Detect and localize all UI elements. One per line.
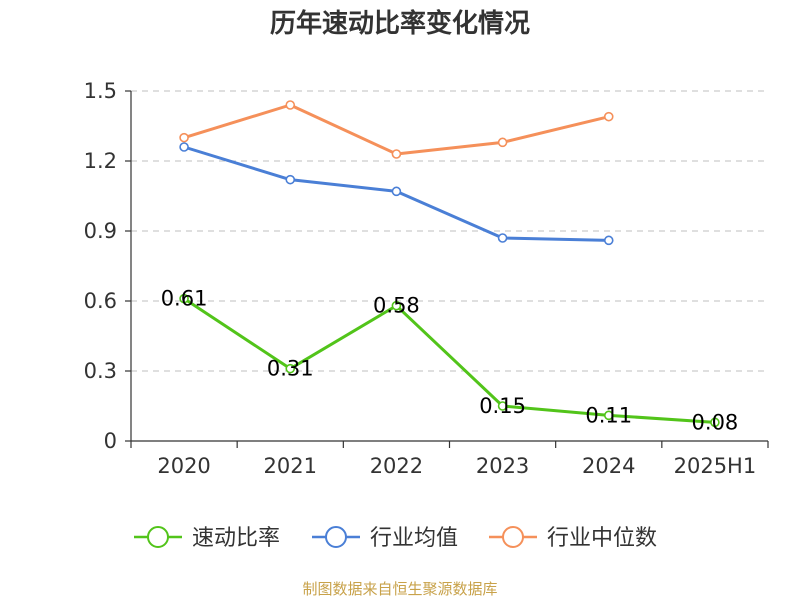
legend: 速动比率 行业均值 行业中位数 xyxy=(134,526,657,551)
data-label-2: 0.58 xyxy=(373,294,420,318)
legend-marker-2 xyxy=(502,526,524,548)
series-line-2 xyxy=(183,103,610,156)
data-label-0: 0.61 xyxy=(161,287,208,311)
y-tick-label-5: 1.5 xyxy=(84,79,117,103)
series-0-point-1 xyxy=(285,363,296,374)
series-line-0 xyxy=(183,297,716,424)
data-label-3: 0.15 xyxy=(479,394,526,418)
series-1-point-2 xyxy=(391,186,402,197)
legend-label-1: 行业均值 xyxy=(370,526,458,551)
series-1-point-3 xyxy=(497,233,508,243)
legend-label-0: 速动比率 xyxy=(192,526,280,551)
x-tick-label-4: 2024 xyxy=(582,454,635,478)
series-2-point-0 xyxy=(179,132,189,143)
y-tick-label-4: 1.2 xyxy=(84,149,117,173)
series-0-point-4 xyxy=(603,410,614,421)
legend-label-2: 行业中位数 xyxy=(547,526,657,551)
x-tick-label-0: 2020 xyxy=(157,454,210,478)
y-tick-label-1: 0.3 xyxy=(84,359,117,383)
chart-title: 历年速动比率变化情况 xyxy=(270,8,530,39)
y-tick-label-3: 0.9 xyxy=(84,219,117,243)
x-tick-label-3: 2023 xyxy=(476,454,529,478)
series-2-point-4 xyxy=(603,111,614,122)
data-label-4: 0.11 xyxy=(585,403,632,427)
series-0-point-3 xyxy=(497,401,508,411)
series-2-point-2 xyxy=(391,149,402,159)
legend-marker-1 xyxy=(325,526,347,548)
series-2-point-3 xyxy=(497,137,508,148)
data-label-1: 0.31 xyxy=(267,357,314,381)
data-labels: 0.61 0.31 0.58 0.15 0.11 0.08 xyxy=(161,287,739,435)
series-0-point-5 xyxy=(710,417,720,428)
series-0-point-0 xyxy=(179,293,189,304)
x-tick-label-2: 2022 xyxy=(370,454,423,478)
series-1-point-4 xyxy=(603,235,614,246)
x-tick-label-1: 2021 xyxy=(264,454,317,478)
legend-marker-0 xyxy=(147,526,169,548)
series-1-point-0 xyxy=(179,142,189,152)
axes: 0 0.3 0.6 0.9 1.2 1.5 2020 2021 2022 2023 2024 2025… xyxy=(84,79,769,478)
y-tick-label-2: 0.6 xyxy=(84,289,117,313)
series xyxy=(179,100,720,428)
series-2-point-1 xyxy=(285,100,296,110)
series-0-point-2 xyxy=(391,300,402,311)
y-tick-label-0: 0 xyxy=(104,429,117,453)
x-tick-label-5: 2025H1 xyxy=(674,454,757,478)
source-note: 制图数据来自恒生聚源数据库 xyxy=(302,580,497,598)
series-1-point-1 xyxy=(285,174,296,185)
data-label-5: 0.08 xyxy=(692,410,739,434)
grid xyxy=(131,90,768,372)
